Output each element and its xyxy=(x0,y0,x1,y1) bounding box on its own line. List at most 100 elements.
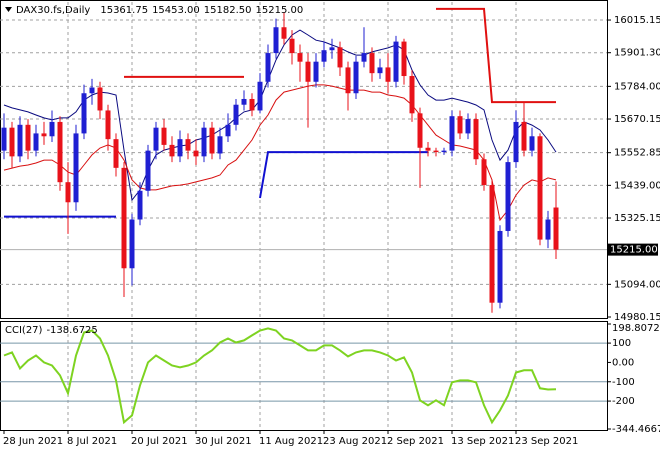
header-value: 15215.00 xyxy=(256,5,304,16)
x-tick-label: 28 Jun 2021 xyxy=(3,436,63,447)
candle-body xyxy=(545,219,551,240)
candle-body xyxy=(169,144,175,157)
candle-body xyxy=(81,93,87,134)
candle-body xyxy=(185,139,191,151)
y-tick-label: 16015.15 xyxy=(614,15,660,26)
candle-body xyxy=(217,136,223,154)
candle-body xyxy=(161,127,167,145)
candle-body xyxy=(377,67,383,74)
y-tick-label: 15325.15 xyxy=(614,213,660,224)
x-tick-label: 8 Jul 2021 xyxy=(67,436,117,447)
candle-body xyxy=(417,113,423,148)
x-tick-label: 11 Aug 2021 xyxy=(259,436,323,447)
y-tick-label: 15094.00 xyxy=(614,279,660,290)
y-tick-label: -100 xyxy=(612,377,635,388)
cci-line xyxy=(3,327,557,425)
candle-body xyxy=(313,61,319,82)
candle-body xyxy=(9,127,15,157)
indicator-line xyxy=(124,7,556,104)
indicator-title: CCI(27) xyxy=(5,325,43,336)
candle-body xyxy=(361,53,367,62)
candle-body xyxy=(201,127,207,157)
y-tick-label: 15670.15 xyxy=(614,114,660,125)
last-price-box xyxy=(608,243,658,256)
y-tick-label: 198.8072 xyxy=(612,323,660,334)
candle-body xyxy=(129,219,135,269)
candle-body xyxy=(497,230,503,303)
candle-body xyxy=(297,53,303,62)
candle-body xyxy=(521,121,527,151)
candle-body xyxy=(505,162,511,231)
cci-panel-frame xyxy=(0,321,608,431)
candle-body xyxy=(489,185,495,303)
y-tick-label: 15439.00 xyxy=(614,180,660,191)
candle-body xyxy=(345,67,351,94)
candle-body xyxy=(153,127,159,151)
indicator-label: CCI(27) -138.6725 xyxy=(5,325,98,336)
candle-body xyxy=(465,119,471,134)
candle-body xyxy=(473,119,479,160)
y-tick-label: 15784.00 xyxy=(614,81,660,92)
x-tick-label: 13 Sep 2021 xyxy=(451,436,514,447)
candle-body xyxy=(225,124,231,137)
candle-body xyxy=(329,47,335,51)
candle-body xyxy=(401,41,407,77)
candle-body xyxy=(409,76,415,114)
x-tick-label: 20 Jul 2021 xyxy=(131,436,188,447)
candle-body xyxy=(249,98,255,111)
candle-body xyxy=(41,133,47,137)
x-tick-label: 23 Sep 2021 xyxy=(515,436,578,447)
chart-header: DAX30.fs,Daily 15361.75 15453.00 15182.50 15… xyxy=(16,5,303,16)
candle-body xyxy=(121,167,127,269)
collapse-triangle xyxy=(5,7,12,12)
candle-body xyxy=(353,61,359,94)
main-panel-frame xyxy=(0,0,608,319)
candle-body xyxy=(321,50,327,62)
header-value: 15361.75 xyxy=(100,5,148,16)
candle-body xyxy=(425,147,431,151)
indicator-line xyxy=(3,84,557,222)
indicator-line xyxy=(4,151,428,218)
candle-body xyxy=(97,87,103,111)
candle-body xyxy=(433,150,439,153)
indicator-value: -138.6725 xyxy=(46,325,97,336)
candle-body xyxy=(337,47,343,68)
y-tick-label: 15901.30 xyxy=(614,48,660,59)
candle-body xyxy=(193,150,199,157)
candle-body xyxy=(17,124,23,157)
candle-body xyxy=(513,121,519,163)
candle-body xyxy=(305,61,311,82)
last-price-label: 15215.00 xyxy=(610,245,658,256)
y-tick-label: 15552.85 xyxy=(614,148,660,159)
symbol-title: DAX30.fs,Daily xyxy=(16,5,90,16)
candle-body xyxy=(385,67,391,82)
x-tick-label: 23 Aug 2021 xyxy=(323,436,387,447)
y-tick-label: -200 xyxy=(612,396,635,407)
candle-body xyxy=(105,110,111,140)
candle-body xyxy=(273,27,279,54)
header-value: 15182.50 xyxy=(204,5,252,16)
candle-body xyxy=(257,81,263,111)
candle-body xyxy=(49,121,55,137)
candle-body xyxy=(537,136,543,240)
y-tick-label: -344.4667 xyxy=(612,424,660,435)
candle-body xyxy=(265,53,271,82)
candle-body xyxy=(1,127,7,151)
y-tick-label: 0.00 xyxy=(612,357,634,368)
candle-body xyxy=(289,38,295,54)
candle-body xyxy=(177,139,183,157)
candle-body xyxy=(281,27,287,39)
x-tick-label: 30 Jul 2021 xyxy=(195,436,252,447)
candle-body xyxy=(33,133,39,151)
candle-body xyxy=(145,150,151,191)
candle-body xyxy=(481,159,487,186)
candle-body xyxy=(209,127,215,154)
y-tick-label: 100 xyxy=(612,338,631,349)
candle-body xyxy=(241,98,247,105)
candle-body xyxy=(113,139,119,168)
candle-body xyxy=(137,190,143,220)
y-tick-label: 14980.15 xyxy=(614,312,660,323)
